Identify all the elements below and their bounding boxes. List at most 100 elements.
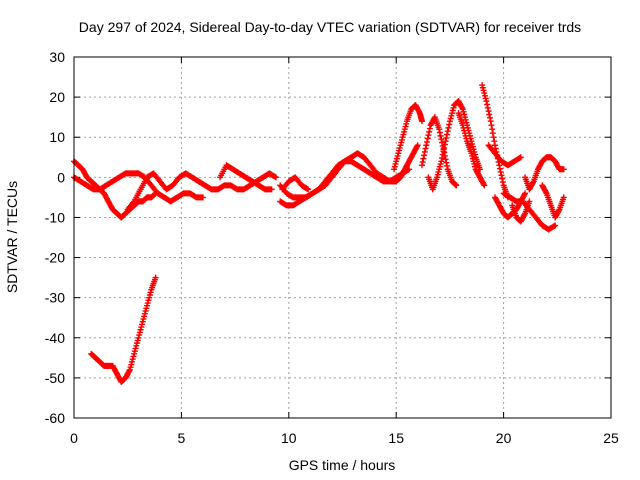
data-point (436, 129, 443, 136)
data-point (560, 194, 567, 201)
x-axis-label: GPS time / hours (289, 457, 396, 473)
x-tick-label: 25 (603, 430, 619, 446)
data-point (442, 138, 449, 145)
y-tick-label: 0 (57, 169, 65, 185)
data-point (491, 138, 498, 145)
data-point (499, 175, 506, 182)
data-point (488, 122, 495, 129)
data-point (489, 130, 496, 137)
series-arc15 (485, 142, 524, 169)
data-points (71, 82, 567, 385)
series-arc19 (509, 198, 533, 225)
series-arc10 (393, 142, 421, 185)
data-point (497, 165, 504, 172)
series-arc7 (277, 158, 413, 201)
data-point (426, 125, 433, 132)
data-point (423, 138, 430, 145)
data-point (421, 148, 428, 155)
data-point (439, 151, 446, 158)
data-point (436, 126, 443, 133)
x-tick-label: 5 (178, 430, 186, 446)
data-point (444, 128, 451, 135)
y-tick-label: 30 (49, 49, 65, 65)
data-point (526, 198, 533, 205)
data-point (485, 108, 492, 115)
data-point (552, 222, 559, 229)
data-point (486, 111, 493, 118)
data-point (522, 190, 529, 197)
data-point (487, 118, 494, 125)
data-point (445, 124, 452, 131)
data-point (490, 134, 497, 141)
data-point (272, 174, 279, 181)
data-point (444, 162, 451, 169)
data-point (426, 128, 433, 135)
data-point (446, 121, 453, 128)
series-arc2 (71, 170, 206, 205)
data-point (419, 158, 426, 165)
data-point (441, 144, 448, 151)
data-point (496, 162, 503, 169)
data-point (560, 166, 567, 173)
series-arc5 (88, 274, 159, 385)
data-point (420, 155, 427, 162)
data-point (305, 186, 312, 193)
data-point (437, 132, 444, 139)
series-arc12 (425, 98, 483, 193)
data-point (422, 145, 429, 152)
series-arc8 (279, 174, 312, 193)
data-point (453, 182, 460, 189)
series-arc9 (391, 102, 425, 173)
data-point (443, 159, 450, 166)
data-point (418, 118, 425, 125)
data-point (444, 131, 451, 138)
data-point (484, 101, 491, 108)
data-point (441, 141, 448, 148)
data-point (199, 194, 206, 201)
data-point (425, 132, 432, 139)
data-point (443, 134, 450, 141)
y-tick-label: -60 (45, 410, 65, 426)
y-axis-label: SDTVAR / TECUs (4, 181, 20, 293)
series-arc20 (539, 182, 567, 221)
series-arc18 (522, 154, 567, 193)
y-tick-label: 20 (49, 89, 65, 105)
data-point (498, 172, 505, 179)
data-point (483, 98, 490, 105)
grid-layer (74, 57, 611, 418)
x-tick-label: 15 (388, 430, 404, 446)
series-arc3 (124, 170, 279, 213)
data-point (414, 142, 421, 149)
y-tick-label: -20 (45, 250, 65, 266)
data-point (497, 168, 504, 175)
data-point (152, 274, 159, 281)
series-arc4 (217, 162, 275, 193)
x-tick-label: 0 (70, 430, 78, 446)
tick-layer: 0 5 10 15 20 25 30 20 10 0 -10 -20 -30 -40 -50 -60 (45, 49, 619, 446)
data-point (489, 126, 496, 133)
series-arc1 (71, 158, 159, 221)
y-tick-label: -40 (45, 330, 65, 346)
data-point (442, 156, 449, 163)
data-point (421, 152, 428, 159)
data-point (423, 142, 430, 149)
data-point (499, 179, 506, 186)
data-point (517, 154, 524, 161)
chart-title: Day 297 of 2024, Sidereal Day-to-day VTE… (79, 19, 581, 35)
y-tick-label: -30 (45, 290, 65, 306)
data-point (486, 114, 493, 121)
y-tick-label: -10 (45, 209, 65, 225)
data-point (438, 136, 445, 143)
x-tick-label: 10 (281, 430, 297, 446)
x-tick-label: 20 (496, 430, 512, 446)
data-point (440, 148, 447, 155)
data-point (484, 104, 491, 111)
data-point (268, 186, 275, 193)
data-point (439, 154, 446, 161)
data-point (481, 182, 488, 189)
plot-frame (73, 56, 612, 419)
data-point (418, 162, 425, 169)
data-point (492, 142, 499, 149)
y-tick-label: 10 (49, 129, 65, 145)
